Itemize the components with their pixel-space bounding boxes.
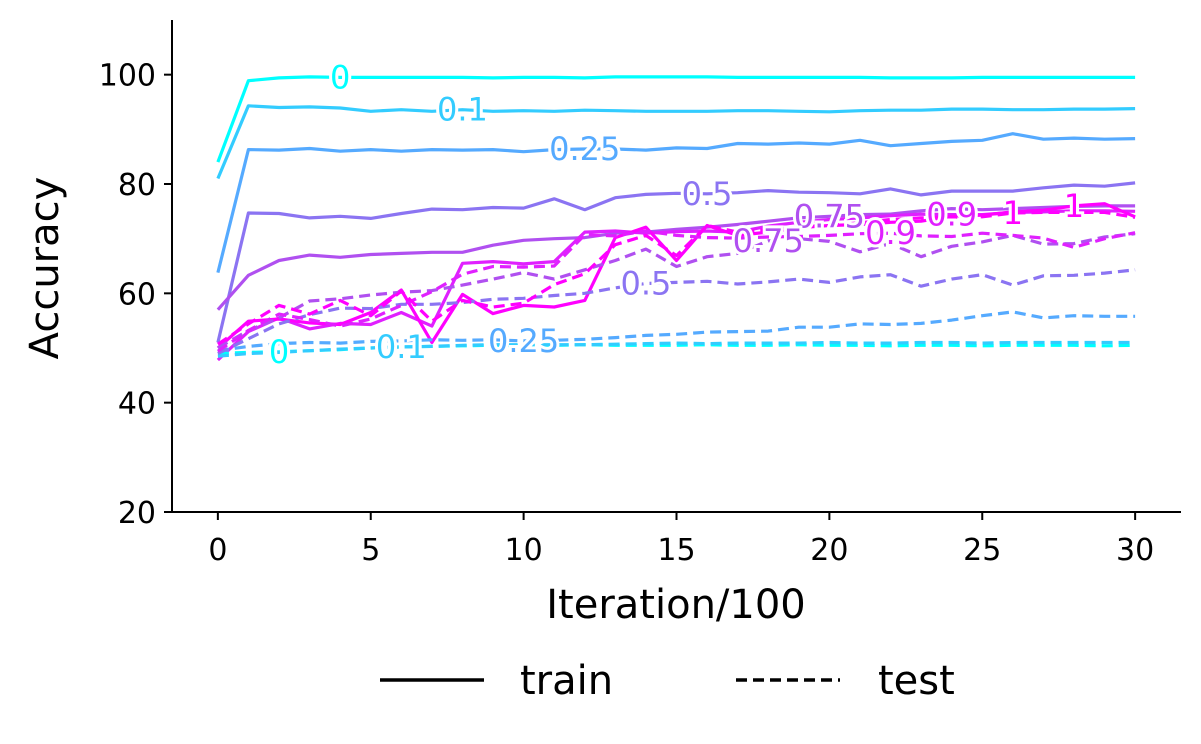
y-axis-title: Accuracy [22, 177, 68, 360]
y-tick-label: 20 [118, 496, 156, 531]
y-tick-label: 40 [118, 387, 156, 422]
series-line-test-0p25 [217, 310, 1136, 353]
y-tick-label: 80 [118, 168, 156, 203]
y-tick-label: 60 [118, 277, 156, 312]
series-layer [216, 75, 1136, 362]
legend-train-label: train [520, 658, 613, 704]
series-label-test-0p9: 0.9 [865, 214, 916, 252]
series-label-train-0p9: 0.9 [926, 196, 977, 234]
x-tick-label: 25 [963, 533, 1001, 568]
series-label-test-0p25: 0.25 [488, 322, 559, 360]
x-tick-label: 20 [810, 533, 848, 568]
series-line-test-0p1 [217, 340, 1136, 358]
series-label-train-0p75: 0.75 [794, 197, 865, 235]
series-label-train-0: 0 [330, 58, 350, 96]
series-label-train-1: 1 [1064, 187, 1084, 225]
x-tick-label: 0 [208, 533, 227, 568]
series-line-test-0p75 [217, 232, 1136, 350]
x-axis-title: Iteration/100 [546, 582, 806, 628]
series-label-test-0p1: 0.1 [376, 328, 427, 366]
series-line-test-0p5 [217, 268, 1136, 355]
series-label-train-0p1: 0.1 [437, 91, 488, 129]
series-line-train-1 [216, 202, 1136, 350]
x-tick-label: 10 [505, 533, 543, 568]
series-line-train-0p75 [216, 204, 1136, 311]
inline-labels: 00.10.250.50.75 0.9 10 0.1 0.250.50.75 0.91 [266, 55, 1087, 373]
x-tick-label: 30 [1116, 533, 1154, 568]
series-label-train-0p5: 0.5 [682, 175, 733, 213]
series-label-test-0: 0 [269, 333, 289, 371]
series-label-test-0p75: 0.75 [733, 222, 804, 260]
series-line-train-0 [216, 75, 1136, 163]
series-label-test-1: 1 [1003, 194, 1023, 232]
series-line-test-0p9 [216, 229, 1136, 353]
legend-test-label: test [878, 658, 955, 704]
series-label-test-0p5: 0.5 [620, 264, 671, 302]
series-line-train-0p25 [216, 132, 1136, 273]
x-tick-label: 15 [657, 533, 695, 568]
y-tick-label: 100 [99, 59, 156, 94]
series-line-train-0p1 [216, 104, 1136, 180]
x-tick-label: 5 [361, 533, 380, 568]
series-line-test-1 [217, 210, 1136, 346]
series-line-train-0p5 [216, 181, 1136, 343]
legend: train test [380, 658, 955, 704]
series-label-train-0p25: 0.25 [549, 130, 620, 168]
